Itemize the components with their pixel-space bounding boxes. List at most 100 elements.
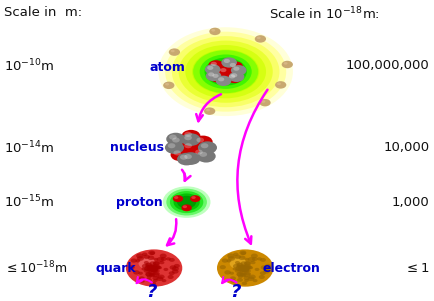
Text: electron: electron: [263, 262, 321, 275]
Circle shape: [206, 71, 221, 81]
Circle shape: [137, 256, 144, 261]
Circle shape: [153, 261, 160, 266]
Circle shape: [238, 267, 246, 272]
Circle shape: [193, 50, 258, 93]
Circle shape: [207, 66, 214, 70]
Circle shape: [237, 278, 243, 282]
Circle shape: [190, 195, 201, 202]
Circle shape: [251, 253, 258, 258]
Circle shape: [152, 276, 159, 280]
Circle shape: [230, 258, 247, 269]
Circle shape: [197, 150, 216, 163]
Circle shape: [228, 256, 235, 261]
Circle shape: [149, 267, 157, 272]
Circle shape: [238, 265, 244, 269]
Circle shape: [145, 272, 153, 277]
Circle shape: [151, 265, 157, 269]
Circle shape: [209, 61, 242, 82]
Circle shape: [161, 279, 166, 282]
Circle shape: [184, 154, 192, 159]
Circle shape: [260, 271, 266, 275]
Circle shape: [145, 263, 152, 267]
Circle shape: [195, 150, 203, 155]
Text: Scale in  m:: Scale in m:: [4, 6, 82, 19]
Circle shape: [149, 267, 153, 271]
Circle shape: [151, 281, 156, 285]
Circle shape: [239, 270, 247, 275]
Circle shape: [230, 63, 236, 67]
Circle shape: [148, 250, 155, 255]
Circle shape: [233, 67, 240, 71]
Circle shape: [145, 268, 149, 271]
Circle shape: [243, 265, 249, 269]
Circle shape: [241, 252, 246, 255]
Circle shape: [241, 265, 246, 268]
Circle shape: [212, 74, 219, 78]
Circle shape: [249, 275, 256, 279]
Circle shape: [169, 135, 188, 148]
Circle shape: [227, 253, 235, 258]
Circle shape: [152, 272, 159, 277]
Circle shape: [238, 275, 243, 278]
Circle shape: [201, 143, 208, 148]
Text: nucleus: nucleus: [110, 141, 164, 154]
Circle shape: [252, 257, 258, 261]
Circle shape: [158, 275, 164, 279]
Circle shape: [165, 83, 169, 85]
Circle shape: [168, 275, 174, 279]
Circle shape: [136, 253, 144, 258]
Circle shape: [237, 265, 243, 268]
Circle shape: [250, 261, 256, 264]
Text: ?: ?: [146, 283, 156, 301]
Circle shape: [184, 143, 192, 148]
Circle shape: [257, 36, 261, 39]
Circle shape: [179, 41, 273, 103]
Circle shape: [173, 195, 183, 202]
Circle shape: [183, 205, 187, 208]
Circle shape: [161, 257, 167, 261]
Circle shape: [255, 268, 260, 271]
Circle shape: [244, 279, 249, 282]
Circle shape: [224, 59, 230, 63]
Circle shape: [142, 253, 148, 256]
Circle shape: [169, 48, 180, 56]
Circle shape: [242, 267, 249, 272]
Circle shape: [147, 265, 153, 269]
Circle shape: [243, 272, 250, 277]
Circle shape: [277, 82, 281, 85]
Text: ?: ?: [230, 283, 241, 301]
Text: $\leq 10^{-18}$m: $\leq 10^{-18}$m: [4, 260, 68, 276]
Circle shape: [142, 264, 149, 269]
Circle shape: [192, 49, 260, 94]
Circle shape: [218, 67, 233, 77]
Circle shape: [261, 265, 267, 270]
Circle shape: [128, 265, 135, 269]
Circle shape: [181, 130, 201, 142]
Circle shape: [235, 261, 240, 264]
Circle shape: [240, 273, 246, 277]
Circle shape: [150, 265, 155, 268]
Circle shape: [148, 270, 155, 275]
Circle shape: [239, 256, 246, 260]
Circle shape: [208, 60, 224, 70]
Circle shape: [181, 152, 201, 165]
Circle shape: [236, 265, 242, 269]
Text: Scale in $10^{-18}$m:: Scale in $10^{-18}$m:: [269, 6, 380, 22]
Circle shape: [140, 259, 168, 277]
Circle shape: [160, 253, 167, 258]
Text: $\leq$1: $\leq$1: [404, 262, 430, 275]
Circle shape: [152, 265, 158, 269]
Circle shape: [172, 36, 279, 107]
Circle shape: [181, 133, 201, 146]
Circle shape: [184, 132, 192, 137]
Circle shape: [135, 259, 140, 262]
Circle shape: [150, 268, 155, 272]
Text: 1,000: 1,000: [392, 196, 430, 209]
Circle shape: [237, 263, 243, 267]
Circle shape: [204, 58, 247, 86]
Circle shape: [145, 263, 151, 267]
Circle shape: [169, 258, 175, 262]
Circle shape: [150, 265, 155, 268]
Circle shape: [143, 255, 150, 259]
Circle shape: [139, 279, 145, 283]
